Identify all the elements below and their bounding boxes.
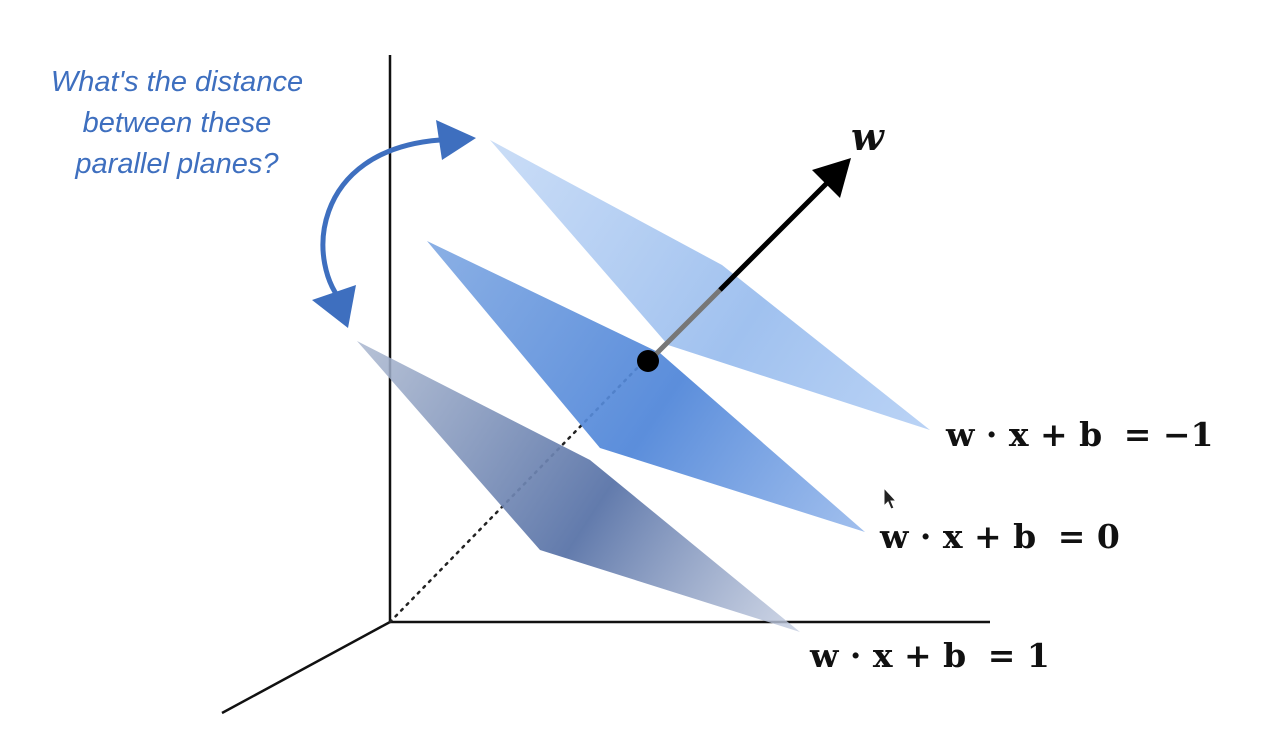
plane-upper — [490, 140, 930, 430]
annotation-line-1: What's the distance — [51, 66, 303, 98]
plane-upper-label: w · x + b = −1 — [945, 415, 1214, 454]
vector-label: w — [851, 114, 885, 159]
plane-lower-label: w · x + b = 1 — [809, 636, 1050, 675]
plane-middle — [427, 241, 865, 532]
plane-upper-label-rhs: = −1 — [1124, 415, 1214, 454]
vector-arrowhead — [812, 158, 851, 198]
curved-double-arrow-icon — [312, 120, 476, 328]
annotation-line-3: parallel planes? — [74, 148, 279, 180]
plane-middle-label: w · x + b = 0 — [879, 517, 1120, 556]
plane-middle-label-lhs: w · x + b — [879, 517, 1036, 556]
annotation-line-2: between these — [83, 107, 272, 139]
vector-shaft — [718, 178, 832, 292]
annotation: What's the distance between these parall… — [51, 66, 476, 328]
plane-lower-label-rhs: = 1 — [988, 636, 1050, 675]
mouse-cursor-icon — [883, 486, 898, 510]
vector-origin-dot — [637, 350, 659, 372]
plane-lower — [357, 341, 800, 632]
plane-upper-label-lhs: w · x + b — [945, 415, 1102, 454]
depth-axis — [221, 620, 391, 715]
plane-lower-label-lhs: w · x + b — [809, 636, 966, 675]
plane-middle-label-rhs: = 0 — [1058, 517, 1120, 556]
normal-vector — [637, 158, 851, 372]
vector-shaft-faded — [648, 288, 722, 362]
